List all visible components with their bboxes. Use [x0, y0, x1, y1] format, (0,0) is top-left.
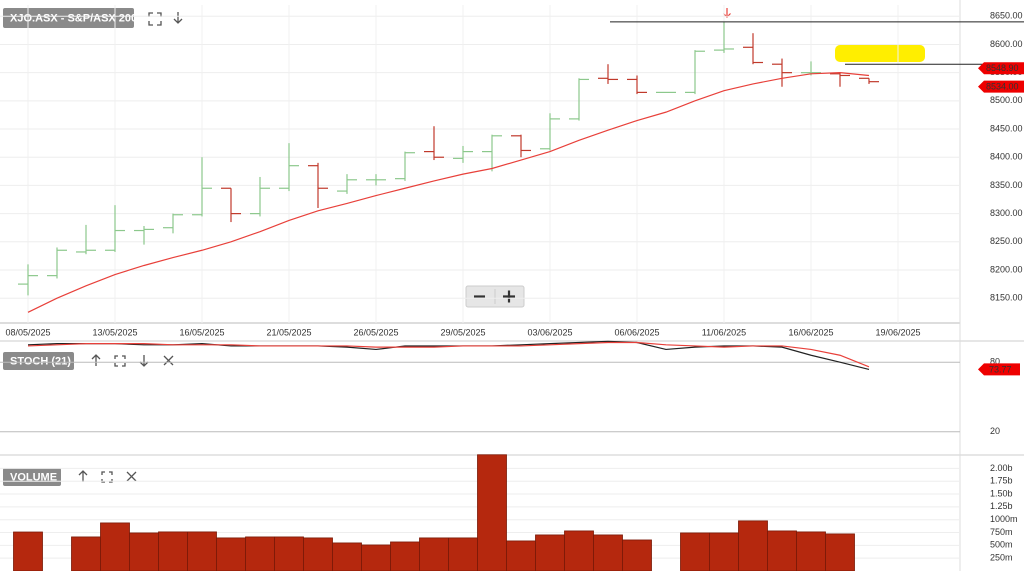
x-tick-label: 06/06/2025	[614, 327, 659, 337]
volume-bar	[796, 531, 826, 571]
volume-bar	[71, 536, 101, 571]
y-tick-label: 2.00b	[990, 463, 1013, 473]
stoch-line	[27, 341, 870, 368]
down-icon[interactable]	[173, 12, 183, 24]
x-tick-label: 16/05/2025	[179, 327, 224, 337]
y-tick-label: 8350.00	[990, 180, 1023, 190]
close-icon[interactable]	[163, 355, 174, 366]
volume-bar	[709, 532, 739, 571]
y-tick-label: 20	[990, 426, 1000, 436]
volume-bar	[680, 532, 710, 571]
y-tick-label: 1.50b	[990, 488, 1013, 498]
volume-bar	[767, 530, 797, 571]
x-tick-label: 21/05/2025	[266, 327, 311, 337]
x-tick-label: 29/05/2025	[440, 327, 485, 337]
volume-bar	[303, 537, 333, 571]
y-tick-label: 1000m	[990, 514, 1018, 524]
volume-bar	[216, 537, 246, 571]
volume-bar	[245, 536, 275, 571]
y-tick-label: 8200.00	[990, 264, 1023, 274]
y-tick-label: 8600.00	[990, 39, 1023, 49]
up-icon[interactable]	[91, 354, 101, 366]
fullscreen-icon[interactable]	[114, 355, 126, 367]
value-tag-label: 73.77	[989, 364, 1012, 374]
x-tick-label: 19/06/2025	[875, 327, 920, 337]
volume-bar	[13, 531, 43, 571]
volume-bar	[361, 544, 391, 571]
x-tick-label: 03/06/2025	[527, 327, 572, 337]
value-tag	[978, 363, 1020, 376]
y-tick-label: 250m	[990, 553, 1013, 563]
volume-bar	[187, 531, 217, 571]
x-tick-label: 11/06/2025	[702, 327, 746, 337]
volume-bar	[390, 541, 420, 571]
volume-bar	[419, 537, 449, 571]
y-tick-label: 8650.00	[990, 11, 1023, 21]
price-tag-label: 8548.90	[986, 63, 1019, 73]
y-tick-label: 8300.00	[990, 208, 1023, 218]
volume-bar	[158, 531, 188, 571]
y-tick-label: 1.75b	[990, 476, 1013, 486]
volume-bar	[274, 536, 304, 571]
y-tick-label: 8400.00	[990, 152, 1023, 162]
price-tag	[978, 62, 1024, 75]
price-tag	[978, 80, 1024, 93]
zoom-in[interactable]	[503, 290, 515, 303]
volume-bar	[100, 522, 130, 571]
volume-bar	[825, 533, 855, 571]
up-icon[interactable]	[78, 470, 88, 482]
y-tick-label: 750m	[990, 527, 1013, 537]
volume-bar	[564, 530, 594, 571]
moving-average	[27, 72, 870, 313]
y-tick-label: 500m	[990, 540, 1013, 550]
down-icon[interactable]	[139, 355, 149, 367]
chart-title: XJO.ASX - S&P/ASX 200	[10, 12, 137, 24]
y-tick-label: 8250.00	[990, 236, 1023, 246]
title-badge	[3, 352, 74, 370]
fullscreen-icon[interactable]	[101, 471, 113, 483]
x-tick-label: 16/06/2025	[788, 327, 833, 337]
x-tick-label: 08/05/2025	[5, 327, 50, 337]
price-tag-label: 8534.00	[986, 82, 1019, 92]
fullscreen-icon[interactable]	[148, 12, 162, 26]
panel-title: VOLUME	[10, 471, 57, 483]
volume-bar	[477, 454, 507, 571]
x-tick-label: 13/05/2025	[92, 327, 137, 337]
y-tick-label: 1.25b	[990, 501, 1013, 511]
y-tick-label: 8450.00	[990, 123, 1023, 133]
volume-bar	[593, 534, 623, 571]
volume-bar	[622, 539, 652, 571]
volume-bar	[332, 542, 362, 571]
volume-bar	[448, 537, 478, 571]
y-tick-label: 8150.00	[990, 293, 1023, 303]
y-tick-label: 8500.00	[990, 95, 1023, 105]
title-badge	[3, 8, 134, 28]
volume-bar	[535, 534, 565, 571]
close-icon[interactable]	[126, 471, 137, 482]
highlight	[835, 45, 925, 62]
x-tick-label: 26/05/2025	[353, 327, 398, 337]
signal-arrow	[723, 8, 731, 18]
volume-bar	[506, 540, 536, 571]
y-tick-label: 80	[990, 357, 1000, 367]
volume-bar	[129, 532, 159, 571]
volume-bar	[738, 520, 768, 571]
panel-title: STOCH (21)	[10, 355, 71, 367]
